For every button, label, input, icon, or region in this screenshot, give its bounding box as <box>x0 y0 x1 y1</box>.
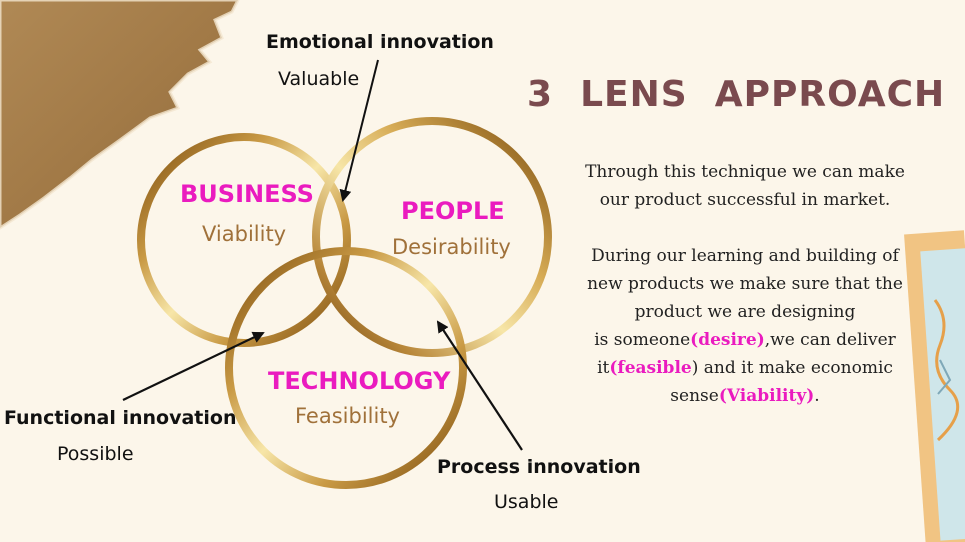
detail-line-6-text: sense <box>670 386 719 406</box>
kraft-paper-corner <box>0 0 238 228</box>
lens-business-title: BUSINESS <box>180 180 314 208</box>
detail-line-4: is someone(desire),we can deliver <box>560 326 930 354</box>
callout-functional-subtitle: Possible <box>57 443 134 465</box>
detail-line-6: sense(Viability). <box>560 382 930 410</box>
page-title: 3 LENS APPROACH <box>527 74 946 115</box>
callout-functional-title: Functional innovation <box>4 407 237 429</box>
intro-line-2: our product successful in market. <box>599 190 891 210</box>
postage-stamp-decoration <box>904 230 965 542</box>
detail-line-1: During our learning and building of <box>591 246 899 266</box>
lens-technology-subtitle: Feasibility <box>295 404 400 428</box>
callout-process-title: Process innovation <box>437 456 641 478</box>
people-ring <box>312 117 552 357</box>
arrow-functional <box>122 331 265 401</box>
description-detail: During our learning and building of new … <box>560 242 930 410</box>
detail-line-4-text: is someone <box>594 330 691 350</box>
arrow-emotional <box>339 59 379 202</box>
description-intro: Through this technique we can make our p… <box>560 158 930 214</box>
lens-business-subtitle: Viability <box>202 222 287 246</box>
highlight-feasible: (feasible <box>609 358 692 378</box>
intro-line-1: Through this technique we can make <box>585 162 905 182</box>
lens-people-subtitle: Desirability <box>392 235 511 259</box>
detail-line-6-suffix: . <box>814 386 820 406</box>
highlight-viability: (Viability) <box>718 386 815 406</box>
detail-line-5: it(feasible) and it make economic <box>560 354 930 382</box>
detail-line-2: new products we make sure that the <box>587 274 903 294</box>
arrow-process <box>436 320 523 451</box>
callout-emotional-subtitle: Valuable <box>278 68 360 90</box>
highlight-desire: (desire) <box>690 330 765 350</box>
lens-people-title: PEOPLE <box>401 197 505 225</box>
detail-line-5-text: it <box>597 358 610 378</box>
callout-process-subtitle: Usable <box>494 491 559 513</box>
callout-emotional-title: Emotional innovation <box>266 31 494 53</box>
detail-line-3: product we are designing <box>634 302 856 322</box>
detail-line-5-suffix: ) and it make economic <box>691 358 893 378</box>
detail-line-4-suffix: ,we can deliver <box>764 330 896 350</box>
technology-ring <box>225 247 467 489</box>
lens-technology-title: TECHNOLOGY <box>268 367 451 395</box>
